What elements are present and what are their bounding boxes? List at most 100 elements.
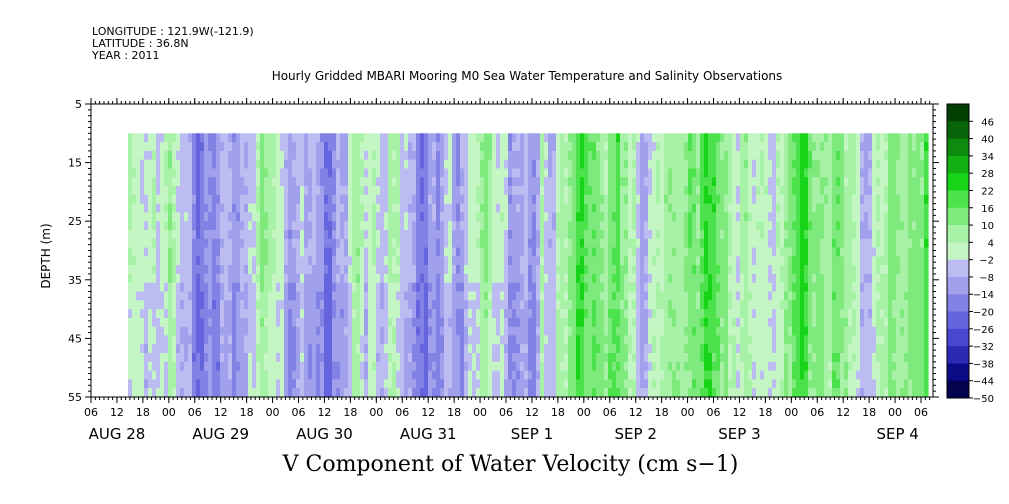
heatmap-cell (760, 309, 765, 319)
heatmap-cell (180, 344, 185, 354)
heatmap-cell (372, 247, 377, 257)
heatmap-cell (564, 273, 569, 284)
heatmap-cell (676, 300, 681, 310)
heatmap-cell (144, 370, 149, 381)
heatmap-cell (596, 335, 601, 345)
heatmap-cell (704, 291, 709, 301)
heatmap-cell (492, 194, 497, 205)
heatmap-cell (360, 247, 365, 257)
heatmap-cell (280, 379, 285, 389)
heatmap-cell (128, 370, 133, 381)
heatmap-cell (664, 229, 669, 240)
heatmap-cell (592, 317, 597, 328)
heatmap-cell (600, 247, 605, 257)
heatmap-cell (632, 361, 637, 372)
heatmap-cell (604, 194, 609, 205)
heatmap-cell (724, 133, 729, 143)
heatmap-cell (340, 317, 345, 328)
heatmap-cell (520, 142, 525, 152)
heatmap-cell (732, 335, 737, 345)
heatmap-cell (160, 221, 165, 231)
heatmap-cell (316, 344, 321, 354)
heatmap-cell (672, 256, 677, 266)
heatmap-cell (328, 344, 333, 354)
heatmap-cell (144, 317, 149, 328)
heatmap-cell (148, 194, 153, 205)
heatmap-cell (716, 221, 721, 231)
heatmap-cell (244, 361, 249, 372)
heatmap-cell (344, 203, 349, 214)
heatmap-cell (788, 317, 793, 328)
heatmap-cell (204, 221, 209, 231)
heatmap-cell (748, 273, 753, 284)
heatmap-cell (512, 317, 517, 328)
heatmap-cell (480, 353, 485, 363)
heatmap-cell (484, 379, 489, 389)
heatmap-cell (232, 229, 237, 240)
heatmap-cell (268, 273, 273, 284)
heatmap-cell (128, 212, 133, 222)
heatmap-cell (392, 256, 397, 266)
heatmap-cell (308, 388, 313, 398)
heatmap-cell (492, 353, 497, 363)
heatmap-cell (428, 370, 433, 381)
heatmap-cell (300, 353, 305, 363)
heatmap-cell (308, 361, 313, 372)
heatmap-cell (288, 388, 293, 398)
heatmap-cell (492, 265, 497, 275)
heatmap-cell (252, 150, 257, 161)
heatmap-cell (748, 379, 753, 389)
heatmap-cell (244, 221, 249, 231)
heatmap-cell (564, 361, 569, 372)
heatmap-cell (140, 186, 145, 196)
heatmap-cell (552, 194, 557, 205)
heatmap-cell (672, 388, 677, 398)
heatmap-cell (244, 168, 249, 178)
heatmap-cell (708, 203, 713, 214)
heatmap-cell (632, 142, 637, 152)
heatmap-cell (340, 212, 345, 222)
heatmap-cell (384, 265, 389, 275)
heatmap-cell (652, 247, 657, 257)
heatmap-cell (512, 335, 517, 345)
heatmap-cell (240, 142, 245, 152)
heatmap-cell (152, 335, 157, 345)
heatmap-cell (532, 177, 537, 187)
heatmap-cell (708, 247, 713, 257)
heatmap-cell (492, 212, 497, 222)
heatmap-cell (328, 317, 333, 328)
heatmap-cell (756, 150, 761, 161)
heatmap-cell (232, 309, 237, 319)
heatmap-cell (248, 203, 253, 214)
heatmap-cell (296, 282, 301, 293)
heatmap-cell (328, 326, 333, 337)
heatmap-cell (332, 238, 337, 249)
heatmap-cell (696, 212, 701, 222)
heatmap-cell (248, 133, 253, 143)
heatmap-cell (504, 335, 509, 345)
heatmap-cell (736, 379, 741, 389)
heatmap-cell (580, 388, 585, 398)
heatmap-cell (252, 370, 257, 381)
heatmap-cell (716, 203, 721, 214)
heatmap-cell (432, 150, 437, 161)
heatmap-cell (232, 133, 237, 143)
heatmap-cell (336, 335, 341, 345)
heatmap-cell (524, 370, 529, 381)
heatmap-cell (372, 326, 377, 337)
heatmap-cell (388, 238, 393, 249)
heatmap-cell (536, 186, 541, 196)
heatmap-cell (352, 300, 357, 310)
heatmap-cell (324, 344, 329, 354)
heatmap-cell (440, 221, 445, 231)
heatmap-cell (224, 238, 229, 249)
heatmap-cell (780, 353, 785, 363)
heatmap-cell (480, 238, 485, 249)
heatmap-cell (476, 194, 481, 205)
heatmap-cell (648, 238, 653, 249)
heatmap-cell (480, 379, 485, 389)
heatmap-cell (504, 186, 509, 196)
heatmap-cell (536, 133, 541, 143)
heatmap-cell (588, 203, 593, 214)
heatmap-cell (784, 379, 789, 389)
